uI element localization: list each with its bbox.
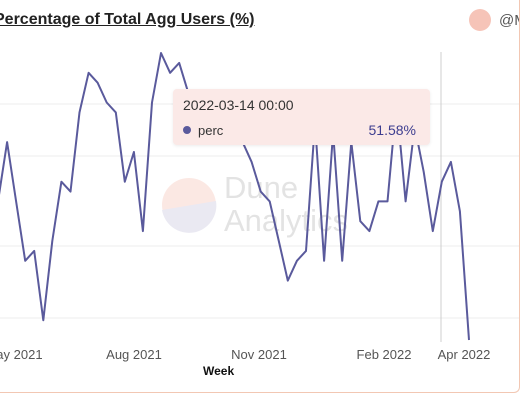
- watermark-line2: Analytics: [224, 203, 348, 238]
- line-chart: Dune Analytics May 2021 Aug 2021 Nov 2021 F…: [0, 52, 519, 362]
- x-tick-label: Aug 2021: [106, 347, 162, 362]
- watermark-logo-bottom: [162, 201, 217, 233]
- tooltip: 2022-03-14 00:00 perc 51.58%: [173, 89, 430, 145]
- tooltip-date: 2022-03-14 00:00: [183, 97, 294, 113]
- x-axis-title: Week: [203, 364, 235, 378]
- avatar: [469, 9, 491, 31]
- x-tick-label: Apr 2022: [438, 347, 491, 362]
- author-badge[interactable]: @M: [469, 9, 519, 31]
- tooltip-row: perc 51.58%: [183, 122, 416, 138]
- x-tick-label: Nov 2021: [231, 347, 287, 362]
- x-axis-ticks: May 2021 Aug 2021 Nov 2021 Feb 2022 Apr 2022: [0, 347, 490, 362]
- author-handle: @M: [499, 11, 519, 29]
- tooltip-value: 51.58%: [368, 122, 416, 138]
- x-tick-label: Feb 2022: [357, 347, 412, 362]
- series-dot-icon: [183, 126, 191, 134]
- tooltip-series-name: perc: [198, 122, 224, 138]
- watermark-line1: Dune: [224, 170, 298, 205]
- watermark-logo-top: [162, 178, 216, 232]
- chart-title[interactable]: Percentage of Total Agg Users (%): [0, 11, 255, 28]
- x-tick-label: May 2021: [0, 347, 43, 362]
